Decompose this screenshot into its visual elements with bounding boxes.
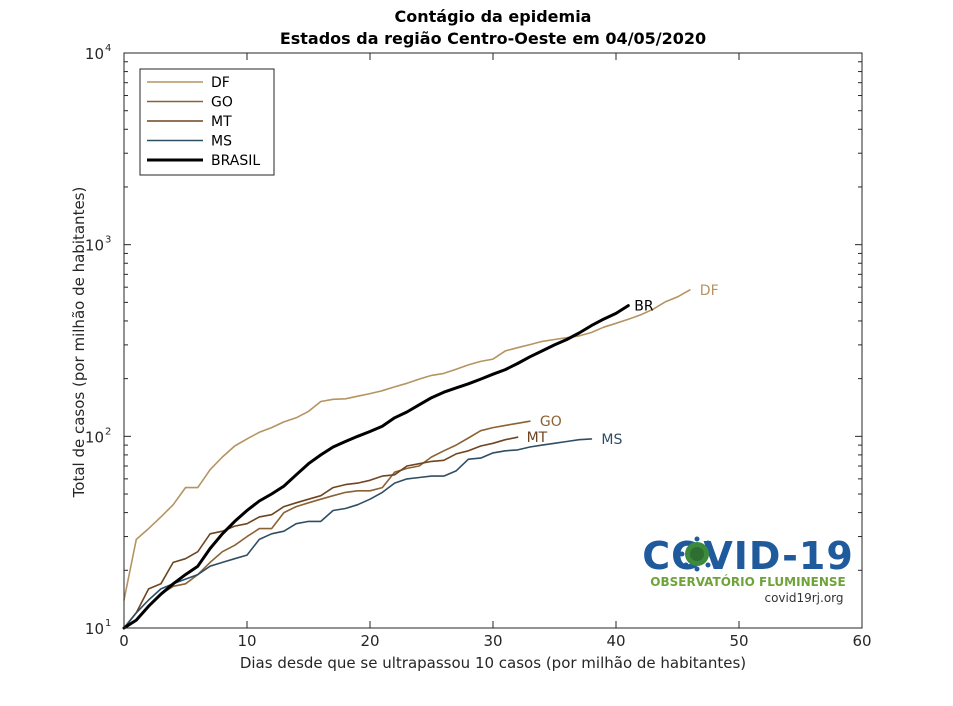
end-label-mt: MT	[527, 430, 548, 446]
legend-label-ms: MS	[211, 134, 232, 150]
y-axis-label: Total de casos (por milhão de habitantes…	[70, 187, 88, 499]
legend-box	[139, 68, 275, 176]
legend-label-df: DF	[211, 75, 230, 91]
y-tick-label: 10	[85, 45, 104, 63]
virus-icon	[679, 536, 715, 572]
chart-subtitle: Estados da região Centro-Oeste em 04/05/…	[280, 29, 706, 48]
x-tick-label: 40	[606, 632, 625, 650]
logo-text: COVID-19	[642, 534, 854, 578]
y-tick-exponent: 4	[105, 43, 111, 54]
series-line-df	[123, 289, 691, 601]
legend-label-go: GO	[211, 95, 233, 111]
y-tick-label: 10	[85, 237, 104, 255]
end-label-go: GO	[540, 414, 562, 430]
legend: DF GO MT MS BRASIL	[139, 68, 275, 176]
y-tick-exponent: 3	[105, 235, 111, 246]
x-tick-label: 30	[483, 632, 502, 650]
y-tick-label: 10	[85, 620, 104, 638]
x-tick-label: 0	[119, 632, 129, 650]
legend-label-brasil: BRASIL	[211, 153, 260, 169]
x-tick-label: 60	[852, 632, 871, 650]
logo-url: covid19rj.org	[764, 591, 843, 605]
end-label-ms: MS	[601, 432, 622, 448]
series-line-mt	[123, 436, 519, 629]
plot-lines	[122, 289, 691, 630]
end-label-br: BR	[634, 299, 654, 315]
chart-title: Contágio da epidemia	[395, 7, 592, 26]
logo-subtitle: OBSERVATÓRIO FLUMINENSE	[650, 574, 845, 589]
y-tick-exponent: 2	[105, 426, 111, 437]
legend-label-mt: MT	[211, 114, 232, 130]
series-line-go	[123, 420, 531, 629]
series-line-ms	[123, 438, 593, 629]
end-label-df: DF	[700, 283, 719, 299]
covid19-logo: COVID-19 OBSERVATÓRIO FLUMINENSE covid19…	[642, 534, 854, 605]
x-tick-label: 20	[360, 632, 379, 650]
x-tick-label: 10	[237, 632, 256, 650]
x-axis-label: Dias desde que se ultrapassou 10 casos (…	[240, 654, 746, 672]
y-tick-label: 10	[85, 428, 104, 446]
y-tick-exponent: 1	[105, 618, 111, 629]
x-tick-label: 50	[729, 632, 748, 650]
series-line-brasil	[122, 304, 630, 630]
